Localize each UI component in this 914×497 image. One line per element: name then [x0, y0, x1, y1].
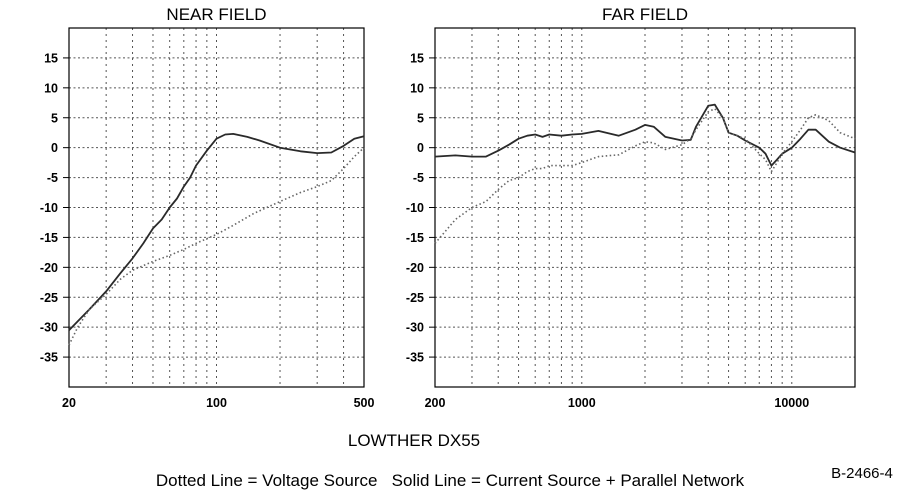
near-plot-frame	[68, 27, 365, 388]
far-y-tick-label: -35	[406, 351, 424, 365]
near-y-tick-label: -20	[40, 261, 58, 275]
near-y-tick-label: -25	[40, 291, 58, 305]
far-field-title: FAR FIELD	[602, 5, 688, 24]
near-x-tick-label: 500	[354, 396, 375, 410]
far-y-tick-label: 5	[417, 111, 424, 125]
near-field-title: NEAR FIELD	[166, 5, 266, 24]
far-y-tick-label: -10	[406, 201, 424, 215]
far-y-tick-label: -25	[406, 291, 424, 305]
far-y-tick-label: 15	[410, 51, 424, 65]
far-y-tick-label: -15	[406, 231, 424, 245]
near-y-tick-label: 10	[44, 81, 58, 95]
near-y-tick-label: -15	[40, 231, 58, 245]
far-x-tick-label: 200	[425, 396, 446, 410]
far-solid-series-line	[434, 103, 856, 167]
near-y-tick-label: 5	[51, 111, 58, 125]
far-y-tick-label: -30	[406, 321, 424, 335]
far-y-tick-label: 10	[410, 81, 424, 95]
model-caption: LOWTHER DX55	[348, 431, 480, 450]
far-x-tick-label: 10000	[774, 396, 809, 410]
near-y-tick-label: 15	[44, 51, 58, 65]
near-y-tick-label: -5	[47, 171, 58, 185]
far-y-tick-label: -5	[413, 171, 424, 185]
far-x-tick-label: 1000	[568, 396, 596, 410]
near-y-tick-label: -10	[40, 201, 58, 215]
far-y-tick-label: -20	[406, 261, 424, 275]
near-x-tick-label: 100	[206, 396, 227, 410]
far-y-tick-label: 0	[417, 141, 424, 155]
near-solid-series-line	[68, 132, 365, 331]
near-x-tick-label: 20	[62, 396, 76, 410]
near-y-tick-label: -30	[40, 321, 58, 335]
near-y-tick-label: -35	[40, 351, 58, 365]
far-dotted-series-line	[434, 108, 856, 244]
near-y-tick-label: 0	[51, 141, 58, 155]
near-dotted-series-line	[68, 147, 365, 346]
figure-code: B-2466-4	[831, 465, 893, 482]
near-field-panel: NEAR FIELD 15 10 5 0 -5 -10 -15 -20 -25 -30 -35 20 10…	[40, 5, 375, 410]
legend-caption: Dotted Line = Voltage Source Solid Line …	[156, 471, 745, 490]
far-field-panel: FAR FIELD 15 10 5 0 -5 -10 -15 -20 -25 -30 -35 200 10…	[406, 5, 856, 410]
